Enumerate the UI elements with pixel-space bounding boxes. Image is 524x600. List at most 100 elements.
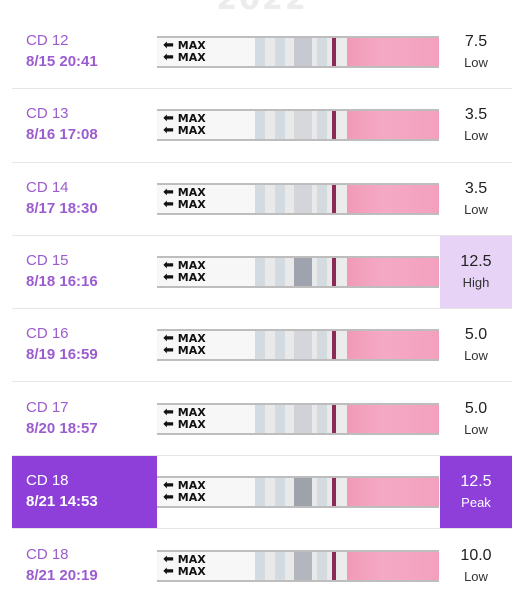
datetime-label: 8/16 17:08 [26, 126, 98, 144]
lh-value: 12.5 [460, 253, 492, 271]
strip-pink-pad [347, 477, 439, 506]
test-entry-row[interactable]: CD 18 8/21 14:53 ⬅ MAX ⬅ MAX 12.5 Peak [12, 455, 512, 530]
test-entry-row[interactable]: CD 17 8/20 18:57 ⬅ MAX ⬅ MAX 5.0 Low [12, 382, 512, 456]
control-line [332, 111, 336, 140]
strip-logo-text: MAX [177, 271, 206, 285]
strip-pink-pad [347, 111, 439, 140]
strip-gap [339, 331, 349, 360]
lh-level: Low [464, 348, 488, 364]
test-strip-image[interactable]: ⬅ MAX ⬅ MAX [157, 109, 439, 142]
strip-band [255, 38, 265, 67]
cycle-day-label: CD 12 [26, 32, 69, 50]
control-line [332, 404, 336, 433]
strip-logo: ⬅ MAX ⬅ MAX [163, 111, 206, 139]
reading-block: 10.0 Low [440, 529, 512, 600]
arrow-left-icon: ⬅ [163, 111, 174, 127]
date-block: CD 13 8/16 17:08 [12, 89, 157, 161]
strip-band [255, 111, 265, 140]
strip-band [275, 184, 285, 213]
strip-band [275, 38, 285, 67]
test-entry-list: CD 12 8/15 20:41 ⬅ MAX ⬅ MAX 7.5 Low CD … [12, 16, 512, 600]
cycle-day-label: CD 18 [26, 471, 69, 489]
datetime-label: 8/20 18:57 [26, 419, 98, 437]
arrow-left-icon: ⬅ [163, 258, 174, 274]
strip-logo-text: MAX [177, 39, 206, 53]
strip-logo: ⬅ MAX ⬅ MAX [163, 477, 206, 504]
lh-value: 5.0 [464, 326, 488, 344]
reading-block: 12.5 High [440, 235, 512, 309]
date-block: CD 15 8/18 16:16 [12, 236, 157, 308]
test-line [294, 258, 312, 287]
strip-band [275, 404, 285, 433]
control-line [332, 38, 336, 67]
strip-logo-text: MAX [177, 332, 206, 346]
strip-pink-pad [347, 184, 439, 213]
arrow-left-icon: ⬅ [163, 184, 174, 200]
strip-logo: ⬅ MAX ⬅ MAX [163, 552, 206, 579]
strip-logo-text: MAX [177, 405, 206, 419]
arrow-left-icon: ⬅ [163, 416, 174, 432]
strip-handle: ⬅ MAX ⬅ MAX [157, 258, 257, 287]
test-line [294, 184, 312, 213]
strip-handle: ⬅ MAX ⬅ MAX [157, 477, 257, 506]
strip-logo: ⬅ MAX ⬅ MAX [163, 404, 206, 432]
strip-logo: ⬅ MAX ⬅ MAX [163, 258, 206, 285]
strip-handle: ⬅ MAX ⬅ MAX [157, 331, 257, 360]
test-strip-image[interactable]: ⬅ MAX ⬅ MAX [157, 36, 439, 69]
cycle-day-label: CD 14 [26, 178, 69, 196]
strip-logo-text: MAX [177, 185, 206, 199]
strip-pink-pad [347, 258, 439, 287]
strip-pink-pad [347, 38, 439, 67]
test-strip-image[interactable]: ⬅ MAX ⬅ MAX [157, 182, 439, 215]
strip-band [317, 38, 327, 67]
reading-block: 12.5 Peak [440, 455, 512, 529]
date-block: CD 18 8/21 14:53 [12, 455, 157, 529]
date-block: CD 14 8/17 18:30 [12, 163, 157, 235]
test-strip-image[interactable]: ⬅ MAX ⬅ MAX [157, 475, 439, 508]
lh-value: 12.5 [460, 472, 492, 490]
cycle-day-label: CD 13 [26, 105, 69, 123]
reading-block: 3.5 Low [440, 89, 512, 161]
arrow-left-icon: ⬅ [163, 38, 174, 54]
arrow-left-icon: ⬅ [163, 563, 174, 579]
strip-band [255, 184, 265, 213]
test-line [294, 38, 312, 67]
strip-gap [339, 404, 349, 433]
lh-level: Peak [461, 494, 491, 510]
test-entry-row[interactable]: CD 13 8/16 17:08 ⬅ MAX ⬅ MAX 3.5 Low [12, 89, 512, 163]
lh-level: Low [464, 421, 488, 437]
test-strip-image[interactable]: ⬅ MAX ⬅ MAX [157, 402, 439, 435]
strip-logo-text: MAX [177, 490, 206, 504]
strip-pink-pad [347, 551, 439, 580]
arrow-left-icon: ⬅ [163, 331, 174, 347]
strip-band [317, 331, 327, 360]
strip-handle: ⬅ MAX ⬅ MAX [157, 38, 257, 67]
test-entry-row[interactable]: CD 18 8/21 20:19 ⬅ MAX ⬅ MAX 10.0 Low [12, 529, 512, 600]
strip-band [255, 404, 265, 433]
cycle-day-label: CD 18 [26, 545, 69, 563]
strip-gap [339, 477, 349, 506]
strip-logo-text: MAX [177, 564, 206, 578]
test-strip-image[interactable]: ⬅ MAX ⬅ MAX [157, 329, 439, 362]
test-strip-image[interactable]: ⬅ MAX ⬅ MAX [157, 549, 439, 582]
strip-logo-text: MAX [177, 552, 206, 566]
strip-band [275, 258, 285, 287]
date-block: CD 18 8/21 20:19 [12, 529, 157, 600]
date-block: CD 17 8/20 18:57 [12, 382, 157, 454]
test-entry-row[interactable]: CD 14 8/17 18:30 ⬅ MAX ⬅ MAX 3.5 Low [12, 163, 512, 236]
lh-value: 3.5 [464, 179, 488, 197]
strip-band [317, 258, 327, 287]
test-line [294, 111, 312, 140]
test-entry-row[interactable]: CD 15 8/18 16:16 ⬅ MAX ⬅ MAX 12.5 High [12, 235, 512, 310]
arrow-left-icon: ⬅ [163, 404, 174, 420]
test-strip-image[interactable]: ⬅ MAX ⬅ MAX [157, 256, 439, 289]
strip-logo: ⬅ MAX ⬅ MAX [163, 38, 206, 64]
test-entry-row[interactable]: CD 12 8/15 20:41 ⬅ MAX ⬅ MAX 7.5 Low [12, 16, 512, 90]
test-entry-row[interactable]: CD 16 8/19 16:59 ⬅ MAX ⬅ MAX 5.0 Low [12, 309, 512, 383]
reading-block: 5.0 Low [440, 382, 512, 454]
arrow-left-icon: ⬅ [163, 123, 174, 139]
strip-gap [339, 111, 349, 140]
arrow-left-icon: ⬅ [163, 477, 174, 493]
date-block: CD 12 8/15 20:41 [12, 16, 157, 88]
strip-gap [339, 38, 349, 67]
